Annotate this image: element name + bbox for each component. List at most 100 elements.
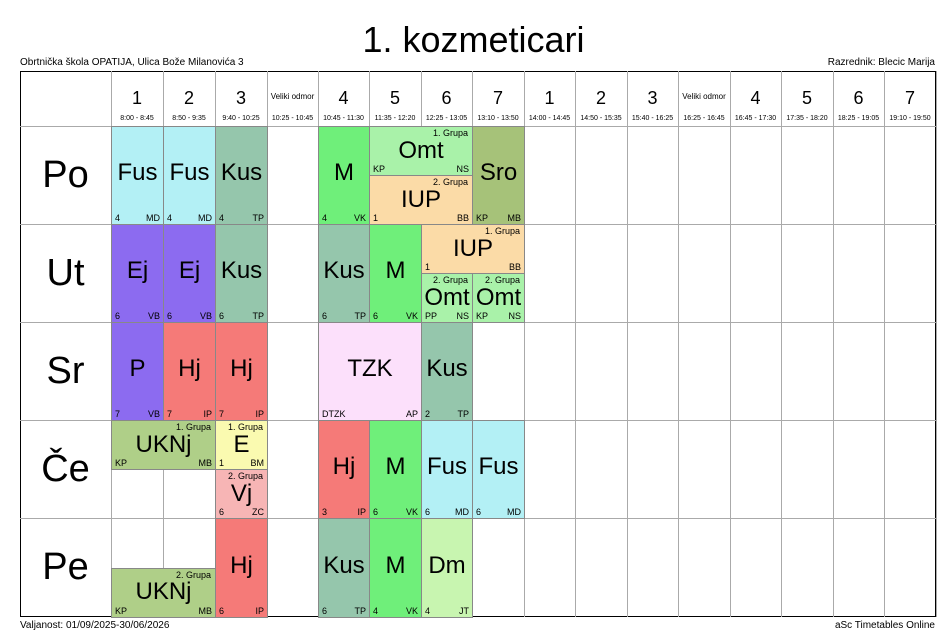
lesson-room: 6	[373, 311, 379, 321]
lesson-card: Omt 1. Grupa KP NS	[369, 126, 473, 176]
lesson-subject: Omt	[475, 283, 522, 311]
lesson-teacher: TP	[457, 409, 469, 419]
lesson-teacher: NS	[456, 164, 469, 174]
grid-vline	[781, 71, 782, 617]
lesson-card: UKNj 1. Grupa KP MB	[111, 420, 216, 470]
period-time: 10:45 - 11:30	[323, 115, 364, 122]
lesson-subject: UKNj	[135, 430, 192, 458]
lesson-room: 6	[476, 507, 482, 517]
lesson-subject: Fus	[478, 453, 519, 480]
lesson-room: 6	[373, 507, 379, 517]
lesson-card: Hj 3 IP	[318, 420, 370, 519]
lesson-room: 6	[219, 311, 225, 321]
lesson-teacher: IP	[357, 507, 366, 517]
lesson-room: KP	[115, 458, 128, 468]
lesson-teacher: MD	[198, 213, 212, 223]
lesson-subject: M	[385, 257, 406, 284]
lesson-subject: Vj	[230, 479, 253, 507]
lesson-card: Sro KP MB	[472, 126, 525, 225]
grid-vline	[575, 71, 576, 617]
period-number: 5	[801, 88, 812, 108]
lesson-subject: Hj	[178, 355, 201, 382]
lesson-teacher: TP	[354, 606, 366, 616]
grid-vline	[884, 71, 885, 617]
lesson-teacher: MD	[146, 213, 160, 223]
lesson-subject: M	[334, 159, 354, 186]
lesson-subject: Omt	[398, 136, 444, 164]
lesson-subject: Omt	[424, 283, 470, 311]
lesson-card: Ej 6 VB	[163, 224, 216, 323]
grid-vline	[524, 71, 525, 617]
period-number: 4	[750, 88, 761, 108]
lesson-card: M 4 VK	[369, 518, 422, 618]
grid-vline	[730, 71, 731, 617]
lesson-subject: Fus	[117, 159, 158, 186]
lesson-room: KP	[115, 606, 128, 616]
lesson-card: Ej 6 VB	[111, 224, 164, 323]
lesson-teacher: BM	[250, 458, 265, 468]
grid-vline	[627, 71, 628, 617]
grid-vline	[678, 71, 679, 617]
lesson-group: 1. Grupa	[227, 422, 263, 432]
period-number: 3	[647, 88, 658, 108]
lesson-card: Kus 4 TP	[215, 126, 268, 225]
lesson-card: Dm 4 JT	[421, 518, 473, 618]
break-header: Veliki odmor	[270, 92, 315, 101]
period-time: 19:10 - 19:50	[889, 115, 931, 122]
period-time: 16:25 - 16:45	[683, 115, 725, 122]
lesson-teacher: NS	[508, 311, 521, 321]
period-number: 7	[904, 88, 915, 108]
lesson-subject: UKNj	[135, 578, 192, 606]
lesson-teacher: BB	[508, 262, 521, 272]
lesson-card: Fus 4 MD	[111, 126, 164, 225]
lesson-teacher: TP	[354, 311, 366, 321]
lesson-card: Fus 6 MD	[472, 420, 525, 519]
lesson-room: 3	[322, 507, 328, 517]
lesson-room: 2	[425, 409, 431, 419]
lesson-group: 2. Grupa	[432, 275, 468, 285]
period-number: 6	[853, 88, 864, 108]
lesson-card: Omt 2. Grupa KP NS	[472, 273, 525, 323]
lesson-room: 6	[219, 606, 225, 616]
day-label: Ut	[46, 252, 85, 294]
lesson-subject: Hj	[332, 453, 356, 480]
period-number: 5	[389, 88, 400, 108]
period-number: 1	[544, 88, 555, 108]
lesson-room: 4	[373, 606, 379, 616]
lesson-room: 7	[167, 409, 173, 419]
period-number: 4	[338, 88, 349, 108]
lesson-room: 1	[219, 458, 225, 468]
lesson-subject: M	[385, 551, 406, 579]
period-number: 7	[492, 88, 503, 108]
lesson-teacher: BB	[456, 213, 469, 223]
lesson-teacher: TP	[252, 213, 264, 223]
grid-vline	[833, 71, 834, 617]
lesson-room: 1	[425, 262, 431, 272]
period-number: 6	[441, 88, 452, 108]
lesson-subject: Hj	[230, 355, 253, 382]
lesson-room: KP	[476, 213, 489, 223]
lesson-room: 7	[219, 409, 225, 419]
lesson-subject: Ej	[178, 257, 201, 284]
lesson-room: 4	[115, 213, 121, 223]
lesson-card: IUP 2. Grupa 1 BB	[369, 175, 473, 225]
period-time: 10:25 - 10:45	[271, 115, 314, 122]
lesson-room: 6	[167, 311, 173, 321]
lesson-room: PP	[425, 311, 438, 321]
class-teacher: Razrednik: Blecic Marija	[827, 57, 935, 68]
lesson-room: 6	[115, 311, 121, 321]
period-time: 17:35 - 18:20	[786, 115, 828, 122]
lesson-group: 1. Grupa	[175, 422, 211, 432]
period-time: 16:45 - 17:30	[734, 115, 777, 122]
period-number: 2	[595, 88, 606, 108]
period-time: 18:25 - 19:05	[837, 115, 880, 122]
lesson-card: Hj 7 IP	[215, 322, 268, 421]
lesson-card: Vj 2. Grupa 6 ZC	[215, 469, 268, 519]
lesson-card: M 4 VK	[318, 126, 370, 225]
period-time: 12:25 - 13:05	[425, 115, 468, 122]
period-time: 14:50 - 15:35	[580, 115, 622, 122]
lesson-card: Omt 2. Grupa PP NS	[421, 273, 473, 323]
lesson-subject: Kus	[220, 257, 263, 284]
lesson-teacher: NS	[456, 311, 469, 321]
lesson-card: Fus 4 MD	[163, 126, 216, 225]
